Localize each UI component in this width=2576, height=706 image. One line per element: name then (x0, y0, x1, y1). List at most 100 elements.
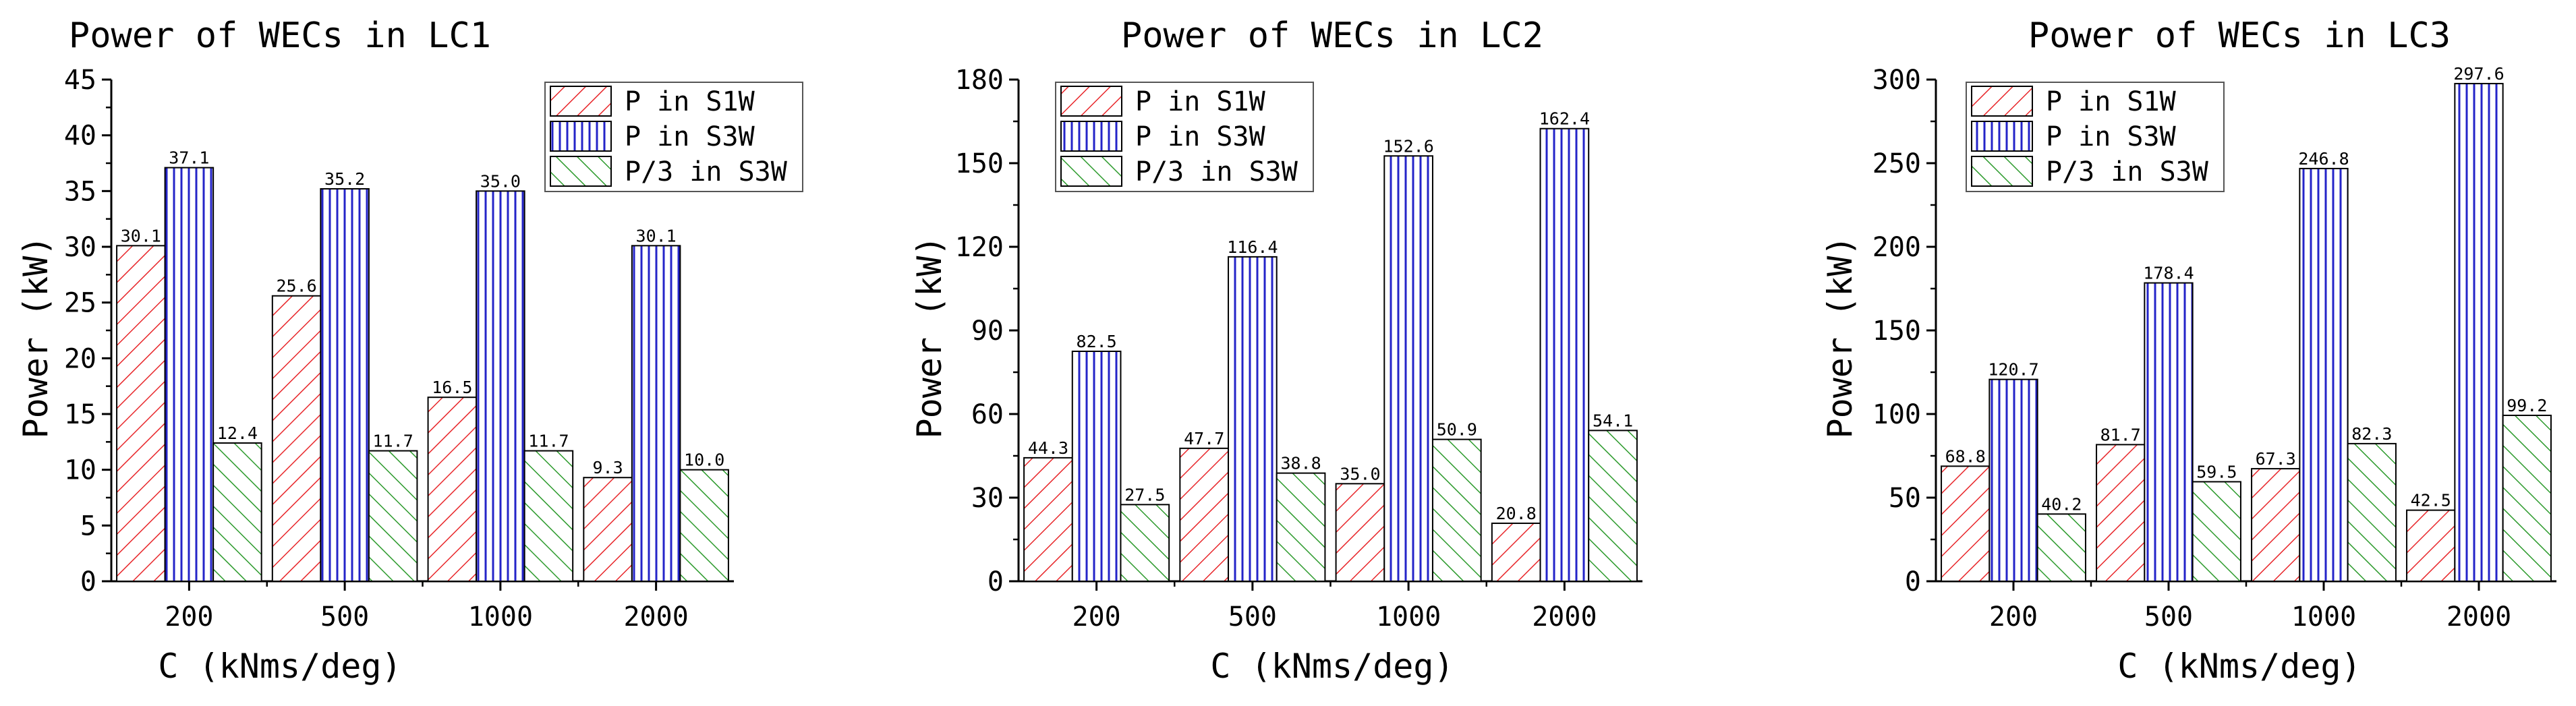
y-tick-label: 30 (971, 483, 1004, 514)
y-tick-label: 35 (64, 176, 96, 207)
y-axis-title: Power (kW) (16, 235, 55, 438)
y-tick-label: 100 (1872, 399, 1921, 430)
data-label: 67.3 (2256, 449, 2296, 469)
bar (271, 295, 322, 582)
data-label: 54.1 (1593, 411, 1633, 430)
y-tick-label: 0 (1905, 566, 1921, 597)
plot-area: 0 30 60 90 120 150 180 200 500 1000 2000 44.3 47.7 35… (955, 65, 1642, 633)
data-label: 37.1 (169, 148, 209, 168)
data-label: 30.1 (636, 226, 677, 245)
legend-label: P in S3W (2046, 121, 2177, 152)
legend-swatch (550, 156, 612, 187)
bar (2251, 468, 2301, 583)
data-label: 297.6 (2453, 64, 2504, 84)
data-label: 16.5 (432, 378, 472, 397)
legend-swatch (1060, 156, 1122, 187)
bar (1276, 472, 1326, 582)
plot-area: 0 5 10 15 20 25 30 35 40 45 200 500 1000 2000 30.1 25.6… (64, 65, 803, 633)
data-label: 11.7 (373, 432, 413, 451)
data-label: 47.7 (1184, 429, 1224, 448)
legend-swatch (1971, 121, 2033, 152)
bar (2347, 442, 2397, 582)
data-label: 246.8 (2298, 149, 2349, 169)
chart-panel-3: Power of WECs in LC3 Power (kW) C (kNms/… (1821, 16, 2556, 686)
data-label: 10.0 (684, 450, 724, 470)
data-label: 162.4 (1539, 109, 1590, 129)
bar (1988, 378, 2038, 582)
y-tick-label: 150 (955, 148, 1004, 179)
data-label: 40.2 (2041, 494, 2082, 514)
x-tick-label: 2000 (1532, 601, 1597, 633)
bar (1179, 447, 1230, 583)
legend-swatch (1971, 86, 2033, 117)
x-tick-label: 500 (2144, 601, 2193, 633)
data-label: 35.0 (1340, 464, 1380, 483)
bar (1491, 523, 1541, 583)
bar (2096, 444, 2146, 582)
bar (476, 190, 525, 583)
chart-panel-2: Power of WECs in LC2 Power (kW) C (kNms/… (910, 16, 1642, 686)
y-tick-label: 0 (988, 566, 1004, 597)
y-tick-label: 30 (64, 232, 96, 263)
legend-label: P/3 in S3W (1135, 156, 1298, 187)
bar (1431, 438, 1482, 583)
y-tick-label: 150 (1872, 316, 1921, 347)
legend: P in S1W P in S3W P/3 in S3W (1966, 82, 2225, 192)
x-tick-label: 2000 (2446, 601, 2511, 633)
legend: P in S1W P in S3W P/3 in S3W (544, 82, 803, 192)
data-label: 11.7 (528, 432, 569, 451)
data-label: 99.2 (2507, 396, 2547, 415)
legend-label: P/3 in S3W (625, 156, 788, 187)
plot-area: 0 50 100 150 200 250 300 200 500 1000 2000 68.8 81.7… (1872, 64, 2556, 633)
x-tick-label: 2000 (623, 601, 688, 633)
data-label: 27.5 (1124, 485, 1165, 504)
bar (427, 396, 478, 582)
data-label: 38.8 (1280, 454, 1321, 473)
bar (583, 477, 633, 582)
bar (679, 469, 729, 583)
bar (116, 245, 166, 582)
legend-swatch (550, 86, 612, 117)
y-tick-label: 60 (971, 399, 1004, 430)
x-tick-label: 1000 (2291, 601, 2356, 633)
data-label: 68.8 (1945, 446, 1986, 466)
bar (1383, 155, 1433, 582)
bar (1588, 430, 1638, 582)
data-label: 35.2 (324, 169, 365, 189)
x-tick-label: 500 (320, 601, 369, 633)
data-label: 81.7 (2100, 425, 2141, 444)
y-tick-label: 120 (955, 232, 1004, 263)
data-label: 120.7 (1988, 360, 2038, 380)
x-tick-label: 200 (165, 601, 213, 633)
y-tick-label: 45 (64, 65, 96, 96)
data-label: 178.4 (2143, 264, 2194, 283)
x-axis-title: C (kNms/deg) (1210, 647, 1454, 686)
y-tick-label: 10 (64, 455, 96, 486)
data-label: 30.1 (121, 226, 161, 245)
data-label: 25.6 (276, 276, 316, 296)
bar (1335, 483, 1385, 582)
data-label: 44.3 (1028, 438, 1068, 458)
legend-label: P in S3W (1135, 121, 1266, 152)
legend-swatch (1060, 86, 1122, 117)
bar (2192, 481, 2241, 582)
legend-label: P in S1W (625, 86, 755, 117)
data-label: 50.9 (1437, 420, 1477, 440)
x-tick-label: 1000 (1376, 601, 1441, 633)
bar (2502, 414, 2552, 583)
y-tick-label: 0 (80, 566, 96, 597)
y-tick-label: 90 (971, 316, 1004, 347)
bar (1023, 457, 1073, 582)
y-tick-label: 50 (1889, 483, 1921, 514)
data-label: 82.5 (1077, 332, 1117, 351)
y-tick-label: 25 (64, 288, 96, 319)
legend-label: P in S1W (2046, 86, 2177, 117)
bar (1539, 127, 1590, 583)
chart-title: Power of WECs in LC2 (1121, 16, 1543, 56)
y-tick-label: 300 (1872, 65, 1921, 96)
legend-swatch (550, 121, 612, 152)
data-label: 20.8 (1496, 504, 1537, 523)
legend-label: P in S1W (1135, 86, 1266, 117)
